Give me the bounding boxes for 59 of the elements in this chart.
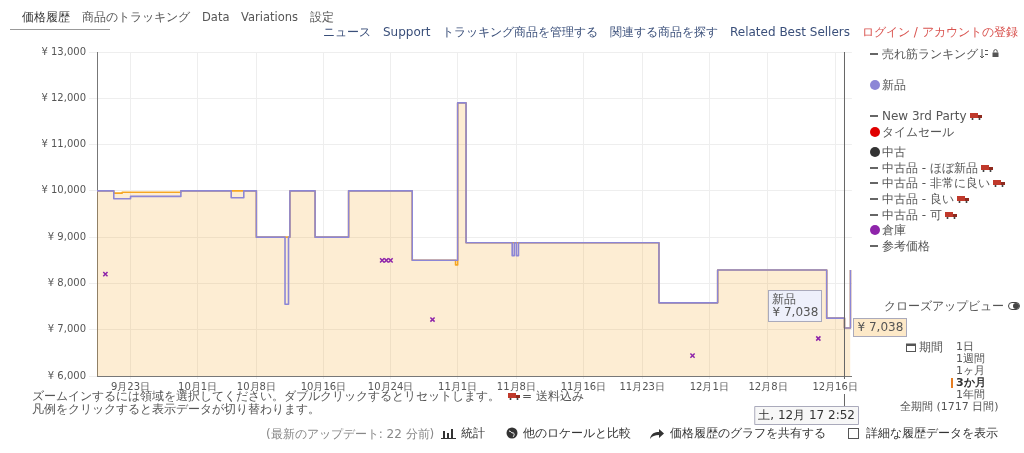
text: 3か月 (956, 376, 986, 389)
annotation: ¥ 7,038 (853, 318, 908, 338)
text: 売れ筋ランキング (882, 47, 978, 61)
point (429, 316, 436, 323)
text: 商品のトラッキング (82, 10, 190, 24)
x-tick-label: 12月8日 (748, 380, 788, 392)
x-tick-label: 12月1日 (689, 380, 729, 392)
y-tick-label: ¥ 9,000 (47, 230, 86, 242)
text: 全期間 (1717 日間) (900, 400, 999, 413)
text: 凡例をクリックすると表示データが切り替わります。 (32, 402, 320, 416)
text: Variations (241, 10, 299, 24)
text: 価格履歴のグラフを共有する (670, 426, 826, 440)
legend-label: 倉庫 (882, 223, 906, 238)
y-tick-label: ¥ 6,000 (47, 369, 86, 381)
text: ニュース (323, 25, 371, 39)
x-tick-label: 11月1日 (438, 380, 478, 392)
text: クローズアップビュー (884, 299, 1004, 313)
text: 中古品 - 可 (882, 207, 942, 222)
text: Data (202, 10, 230, 24)
text: Support (383, 25, 431, 39)
text: 1週間 (956, 352, 985, 365)
text: 1年間 (956, 388, 985, 401)
text: トラッキング商品を管理する (442, 25, 598, 39)
text: タイムセール (882, 125, 954, 139)
text: Related Best Sellers (730, 25, 851, 39)
text: 中古品 - 良い (882, 192, 954, 207)
text: 中古品 - 非常に良い (882, 176, 990, 191)
text: 1ヶ月 (956, 364, 985, 377)
y-tick-label: ¥ 7,000 (47, 323, 86, 335)
text: 詳細な履歴データを表示 (866, 426, 998, 440)
text: 1日 (956, 340, 974, 353)
x-tick-label: 12月16日 (812, 380, 858, 392)
x-tick-label: 11月23日 (619, 380, 665, 392)
x-tick-label: 10月8日 (236, 380, 276, 392)
text: 期間 (919, 340, 943, 354)
annotation: 新品 ¥ 7,038 (768, 289, 823, 322)
text: 中古 (882, 145, 906, 160)
text: 統計 (461, 426, 485, 440)
x-tick-label: 10月1日 (178, 380, 218, 392)
text: (最新のアップデート: 22 分前) (266, 427, 435, 441)
text: 参考価格 (882, 238, 930, 253)
text: 設定 (310, 10, 334, 24)
y-tick-label: ¥ 8,000 (47, 277, 86, 289)
text: ログイン / アカウントの登録 (862, 25, 1018, 39)
text: 関連する商品を探す (610, 25, 718, 39)
x-tick-label: 9月23日 (111, 380, 151, 392)
x-tick-label: 10月16日 (300, 380, 347, 392)
y-tick-label: ¥ 13,000 (41, 45, 86, 57)
x-tick-label: 11月8日 (496, 380, 536, 392)
text: 他のロケールと比較 (523, 426, 631, 440)
ref-line-label: 土, 12月 17 2:52 (758, 408, 856, 423)
y-tick-label: ¥ 10,000 (41, 184, 86, 196)
x-tick-label: 10月24日 (367, 380, 414, 392)
y-tick-label: ¥ 12,000 (41, 91, 86, 103)
legend-label: 新品 (882, 78, 906, 93)
y-tick-label: ¥ 11,000 (41, 138, 86, 150)
text: 中古品 - ほぼ新品 (882, 160, 978, 175)
text: 価格履歴 (22, 10, 70, 24)
text: New 3rd Party (882, 109, 967, 124)
